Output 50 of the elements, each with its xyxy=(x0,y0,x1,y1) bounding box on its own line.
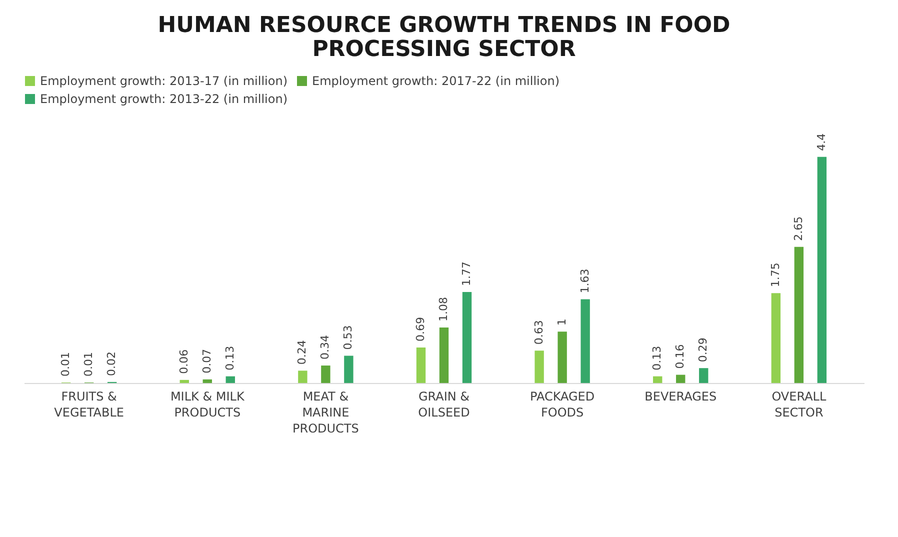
bar xyxy=(180,380,189,383)
data-label: 0.13 xyxy=(223,346,236,370)
data-label: 0.07 xyxy=(200,348,214,374)
x-tick-label: BEVERAGES xyxy=(644,390,717,404)
bar xyxy=(817,156,827,383)
data-label: 0.06 xyxy=(177,349,190,374)
data-label: 1.77 xyxy=(460,262,474,286)
data-label: 2.65 xyxy=(792,216,805,241)
data-label: 0.29 xyxy=(696,338,710,362)
bar xyxy=(794,246,804,383)
data-label: 0.53 xyxy=(342,325,355,350)
data-label: 0.34 xyxy=(318,335,332,360)
bar xyxy=(653,376,662,383)
bar xyxy=(226,376,235,383)
x-tick-label: MEAT & MARINE PRODUCTS xyxy=(292,390,359,436)
x-tick-label: FRUITS & VEGETABLE xyxy=(54,390,124,420)
legend-label: Employment growth: 2017-22 (in million) xyxy=(312,74,560,88)
data-label: 0.16 xyxy=(674,344,687,369)
data-label: 0.69 xyxy=(414,317,427,342)
bar xyxy=(344,356,354,383)
data-label: 1.08 xyxy=(437,297,450,322)
bar xyxy=(699,368,708,383)
chart-title: HUMAN RESOURCE GROWTH TRENDS IN FOOD PROCESSING SECTOR xyxy=(158,13,730,62)
data-label: 0.24 xyxy=(296,340,309,365)
x-tick-label: MILK & MILK PRODUCTS xyxy=(170,390,246,420)
data-label: 0.02 xyxy=(105,351,118,376)
bar xyxy=(298,370,308,383)
bar xyxy=(771,293,781,383)
bar xyxy=(534,350,544,383)
bar xyxy=(416,348,426,383)
data-label: 0.01 xyxy=(59,352,72,376)
bar xyxy=(462,292,472,383)
data-label: 1.63 xyxy=(578,268,592,294)
x-tick-label: OVERALL SECTOR xyxy=(772,390,826,420)
x-tick-label: PACKAGED FOODS xyxy=(530,390,595,420)
data-label: 1.75 xyxy=(768,262,782,288)
data-label: 0.01 xyxy=(82,352,96,376)
x-tick-label: GRAIN & OILSEED xyxy=(418,390,470,420)
legend-label: Employment growth: 2013-17 (in million) xyxy=(40,74,288,88)
legend-label: Employment growth: 2013-22 (in million) xyxy=(40,92,288,106)
data-label: 4.4 xyxy=(814,133,828,151)
data-label: 0.13 xyxy=(650,346,664,370)
bar xyxy=(676,374,686,383)
data-label: 0.63 xyxy=(532,320,546,345)
bar xyxy=(580,299,590,383)
bar xyxy=(558,332,567,383)
bar xyxy=(202,379,212,383)
bar xyxy=(321,366,330,383)
bar xyxy=(439,328,449,383)
data-label: 1 xyxy=(555,318,568,326)
